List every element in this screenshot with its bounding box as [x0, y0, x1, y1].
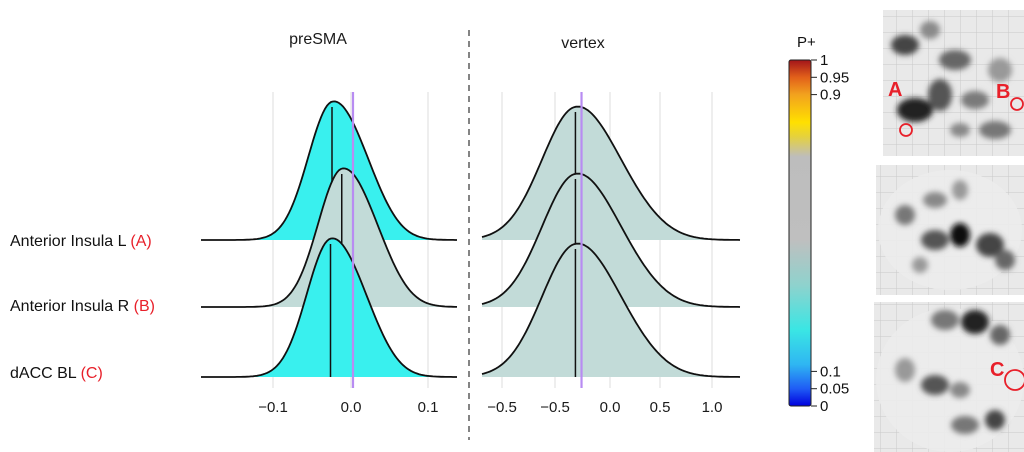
colorbar-tick-label: 0.1	[820, 363, 841, 380]
activation-blobs	[895, 310, 1010, 434]
row-label-dacc-bl: dACC BL (C)	[10, 365, 103, 382]
density-curve	[481, 105, 741, 241]
x-tick-label: −0.5	[540, 399, 570, 416]
density-curve	[201, 237, 457, 378]
density-fill	[482, 173, 740, 307]
density-fill	[482, 106, 740, 240]
slice-outline	[878, 170, 1022, 290]
density-curve	[481, 242, 741, 378]
row-label-anterior-insula-l: Anterior Insula L (A)	[10, 233, 152, 250]
roi-circle-a	[899, 123, 913, 137]
roi-circle-c	[1004, 369, 1024, 391]
x-tick-label: 0.0	[600, 399, 621, 416]
row-labels: Anterior Insula L (A) Anterior Insula R …	[10, 233, 155, 382]
colorbar-tick-label: 0.05	[820, 381, 849, 398]
x-tick-label: −0.1	[258, 399, 288, 416]
colorbar-ticks: 10.950.9 0.10.050	[811, 52, 849, 415]
panel-title-presma: preSMA	[289, 31, 347, 48]
x-tick-label: 1.0	[702, 399, 723, 416]
activation-blobs	[895, 180, 1015, 273]
row-label-anterior-insula-r: Anterior Insula R (B)	[10, 298, 155, 315]
colorbar-title: P+	[797, 34, 816, 51]
colorbar-gradient	[788, 59, 812, 407]
colorbar: P+ 10.950.9 0.10.050	[788, 34, 849, 415]
x-tick-label: 0.5	[650, 399, 671, 416]
row-label-text: Anterior Insula R	[10, 298, 129, 315]
row-label-code: (A)	[130, 233, 151, 250]
activation-blobs	[891, 21, 1012, 139]
plot-panel-vertex: −0.5 −0.5 0.0 0.5 1.0	[481, 92, 741, 416]
row-label-text: Anterior Insula L	[10, 233, 127, 250]
brain-label-a: A	[888, 79, 902, 101]
brain-label-b: B	[996, 81, 1010, 103]
density-fill	[201, 101, 458, 241]
density-fill	[201, 168, 458, 307]
plot-panel-presma: −0.1 0.0 0.1	[201, 92, 458, 416]
density-curve	[201, 167, 457, 308]
roi-circle-b	[1010, 97, 1024, 111]
brain-slice-top: A B	[883, 10, 1024, 156]
panel-title-vertex: vertex	[561, 35, 605, 52]
density-fill	[482, 243, 740, 377]
row-label-code: (C)	[81, 365, 103, 382]
brain-slice-bottom: C	[874, 302, 1024, 452]
colorbar-tick-label: 0	[820, 398, 828, 415]
density-curve	[481, 172, 741, 308]
colorbar-tick-label: 0.95	[820, 69, 849, 86]
colorbar-tick-label: 0.9	[820, 87, 841, 104]
brain-label-c: C	[990, 359, 1004, 381]
x-tick-label: −0.5	[487, 399, 517, 416]
row-label-text: dACC BL	[10, 365, 77, 382]
density-fill	[201, 238, 458, 377]
row-label-code: (B)	[134, 298, 155, 315]
x-tick-label: 0.0	[341, 399, 362, 416]
x-tick-label: 0.1	[418, 399, 439, 416]
density-curve	[201, 100, 457, 241]
colorbar-tick-label: 1	[820, 52, 828, 69]
brain-slice-middle	[876, 165, 1024, 295]
